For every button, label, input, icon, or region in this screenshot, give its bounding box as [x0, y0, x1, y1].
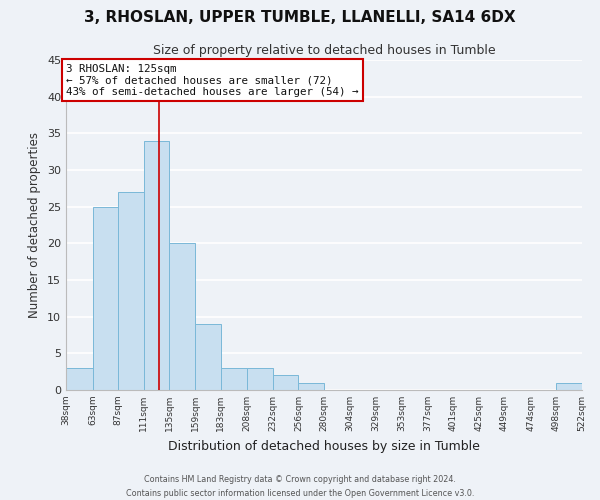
Bar — [273, 376, 298, 390]
Y-axis label: Number of detached properties: Number of detached properties — [28, 132, 41, 318]
Bar — [556, 382, 582, 390]
Bar — [118, 192, 144, 390]
Bar — [298, 382, 324, 390]
Bar — [195, 324, 221, 390]
Bar — [247, 368, 273, 390]
Bar — [221, 368, 247, 390]
X-axis label: Distribution of detached houses by size in Tumble: Distribution of detached houses by size … — [168, 440, 480, 452]
Title: Size of property relative to detached houses in Tumble: Size of property relative to detached ho… — [152, 44, 496, 58]
Bar — [144, 140, 169, 390]
Text: Contains HM Land Registry data © Crown copyright and database right 2024.
Contai: Contains HM Land Registry data © Crown c… — [126, 476, 474, 498]
Text: 3, RHOSLAN, UPPER TUMBLE, LLANELLI, SA14 6DX: 3, RHOSLAN, UPPER TUMBLE, LLANELLI, SA14… — [84, 10, 516, 25]
Bar — [66, 368, 92, 390]
Text: 3 RHOSLAN: 125sqm
← 57% of detached houses are smaller (72)
43% of semi-detached: 3 RHOSLAN: 125sqm ← 57% of detached hous… — [66, 64, 359, 97]
Bar — [92, 206, 118, 390]
Bar — [169, 244, 195, 390]
